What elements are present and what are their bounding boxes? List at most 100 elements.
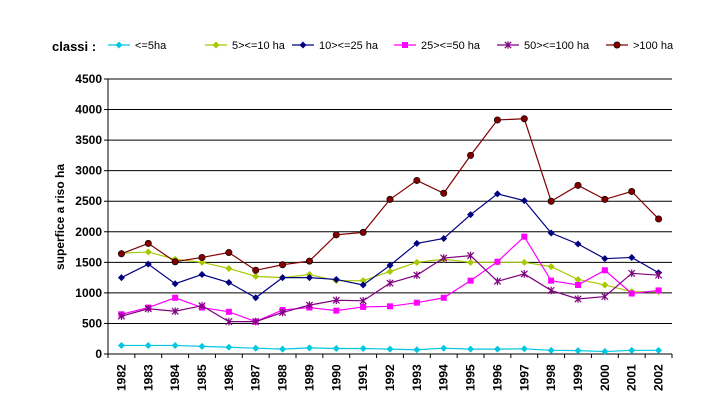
data-point bbox=[413, 258, 421, 266]
y-tick-label: 3000 bbox=[75, 164, 102, 178]
data-point bbox=[520, 197, 528, 205]
data-point bbox=[305, 257, 313, 265]
x-tick-label: 1989 bbox=[302, 364, 316, 391]
data-point bbox=[225, 343, 233, 351]
data-point bbox=[494, 258, 501, 265]
data-point bbox=[467, 277, 474, 284]
x-tick-label: 1988 bbox=[276, 364, 290, 391]
data-point bbox=[413, 176, 421, 184]
data-point bbox=[332, 231, 340, 239]
data-point bbox=[117, 312, 126, 320]
data-point bbox=[493, 116, 501, 124]
data-point bbox=[467, 258, 475, 266]
data-point bbox=[467, 151, 475, 159]
x-tick-label: 1997 bbox=[517, 364, 531, 391]
data-point bbox=[440, 294, 447, 301]
data-point bbox=[467, 211, 475, 219]
data-point bbox=[574, 275, 582, 283]
x-tick-label: 1999 bbox=[571, 364, 585, 391]
data-point bbox=[440, 254, 448, 262]
series-1 bbox=[117, 341, 663, 356]
data-point bbox=[279, 261, 287, 269]
x-tick-label: 2000 bbox=[598, 364, 612, 391]
legend-label: >100 ha bbox=[633, 40, 674, 52]
x-tick-label: 1994 bbox=[437, 364, 451, 391]
series-group bbox=[117, 115, 663, 356]
x-tick-label: 1990 bbox=[329, 364, 343, 391]
legend-label: 5><=10 ha bbox=[232, 40, 286, 52]
data-point bbox=[171, 258, 179, 266]
y-tick-label: 2000 bbox=[75, 225, 102, 239]
data-point bbox=[252, 344, 260, 352]
x-tick-label: 1986 bbox=[222, 364, 236, 391]
data-point bbox=[574, 295, 582, 303]
y-tick-label: 1500 bbox=[75, 255, 102, 269]
legend-label: 50><=100 ha bbox=[524, 40, 590, 52]
y-tick-label: 500 bbox=[82, 316, 102, 330]
series-5 bbox=[117, 251, 663, 326]
data-point bbox=[547, 286, 555, 295]
data-point bbox=[198, 342, 206, 350]
data-point bbox=[144, 248, 152, 256]
x-tick-label: 1987 bbox=[249, 364, 263, 391]
data-point bbox=[628, 346, 636, 354]
y-tick-label: 4000 bbox=[75, 103, 102, 117]
data-point bbox=[413, 271, 421, 279]
data-point bbox=[198, 301, 206, 310]
data-point bbox=[225, 317, 233, 326]
data-point bbox=[305, 301, 314, 309]
data-point bbox=[332, 275, 340, 283]
data-point bbox=[333, 307, 340, 314]
x-tick-label: 2002 bbox=[652, 364, 666, 391]
x-tick-label: 1983 bbox=[141, 364, 155, 391]
legend-marker bbox=[402, 42, 408, 48]
data-point bbox=[547, 346, 555, 354]
data-point bbox=[225, 249, 233, 257]
data-point bbox=[467, 345, 475, 353]
legend-label: <=5ha bbox=[135, 40, 167, 52]
data-point bbox=[548, 277, 555, 284]
data-point bbox=[359, 281, 367, 289]
data-point bbox=[171, 280, 179, 288]
legend-title: classi : bbox=[52, 39, 96, 54]
data-point bbox=[359, 277, 367, 285]
data-point bbox=[440, 189, 448, 197]
data-point bbox=[386, 195, 394, 203]
data-point bbox=[279, 274, 287, 282]
y-tick-label: 3500 bbox=[75, 133, 102, 147]
legend-marker bbox=[115, 41, 123, 49]
x-tick-label: 2001 bbox=[625, 364, 639, 391]
x-tick-label: 1995 bbox=[464, 364, 478, 391]
data-point bbox=[144, 341, 152, 349]
data-point bbox=[440, 235, 448, 242]
y-tick-label: 2500 bbox=[75, 194, 102, 208]
data-point bbox=[628, 290, 635, 297]
data-point bbox=[413, 346, 421, 354]
data-point bbox=[225, 279, 233, 286]
legend-marker bbox=[613, 41, 621, 49]
data-point bbox=[547, 197, 555, 205]
legend-marker bbox=[299, 41, 307, 49]
x-tick-label: 1982 bbox=[114, 364, 128, 391]
legend-marker bbox=[212, 41, 220, 49]
x-axis-ticks: 1982 1983 1984 1985 1986 1987 1988 1989 1990 1991… bbox=[107, 354, 673, 391]
data-point bbox=[305, 344, 313, 352]
data-point bbox=[278, 308, 287, 317]
x-tick-label: 1996 bbox=[490, 364, 504, 391]
data-point bbox=[655, 287, 662, 294]
data-point bbox=[171, 307, 179, 316]
legend-marker bbox=[504, 41, 512, 49]
data-point bbox=[601, 267, 608, 274]
data-point bbox=[520, 345, 528, 353]
data-point bbox=[198, 258, 206, 266]
data-point bbox=[575, 281, 581, 288]
data-point bbox=[521, 233, 528, 240]
data-point bbox=[655, 215, 663, 223]
data-point bbox=[601, 195, 609, 203]
data-point bbox=[252, 272, 260, 280]
x-tick-label: 1993 bbox=[410, 364, 424, 391]
data-point bbox=[198, 271, 206, 279]
data-point bbox=[628, 269, 636, 278]
data-point bbox=[547, 229, 555, 237]
